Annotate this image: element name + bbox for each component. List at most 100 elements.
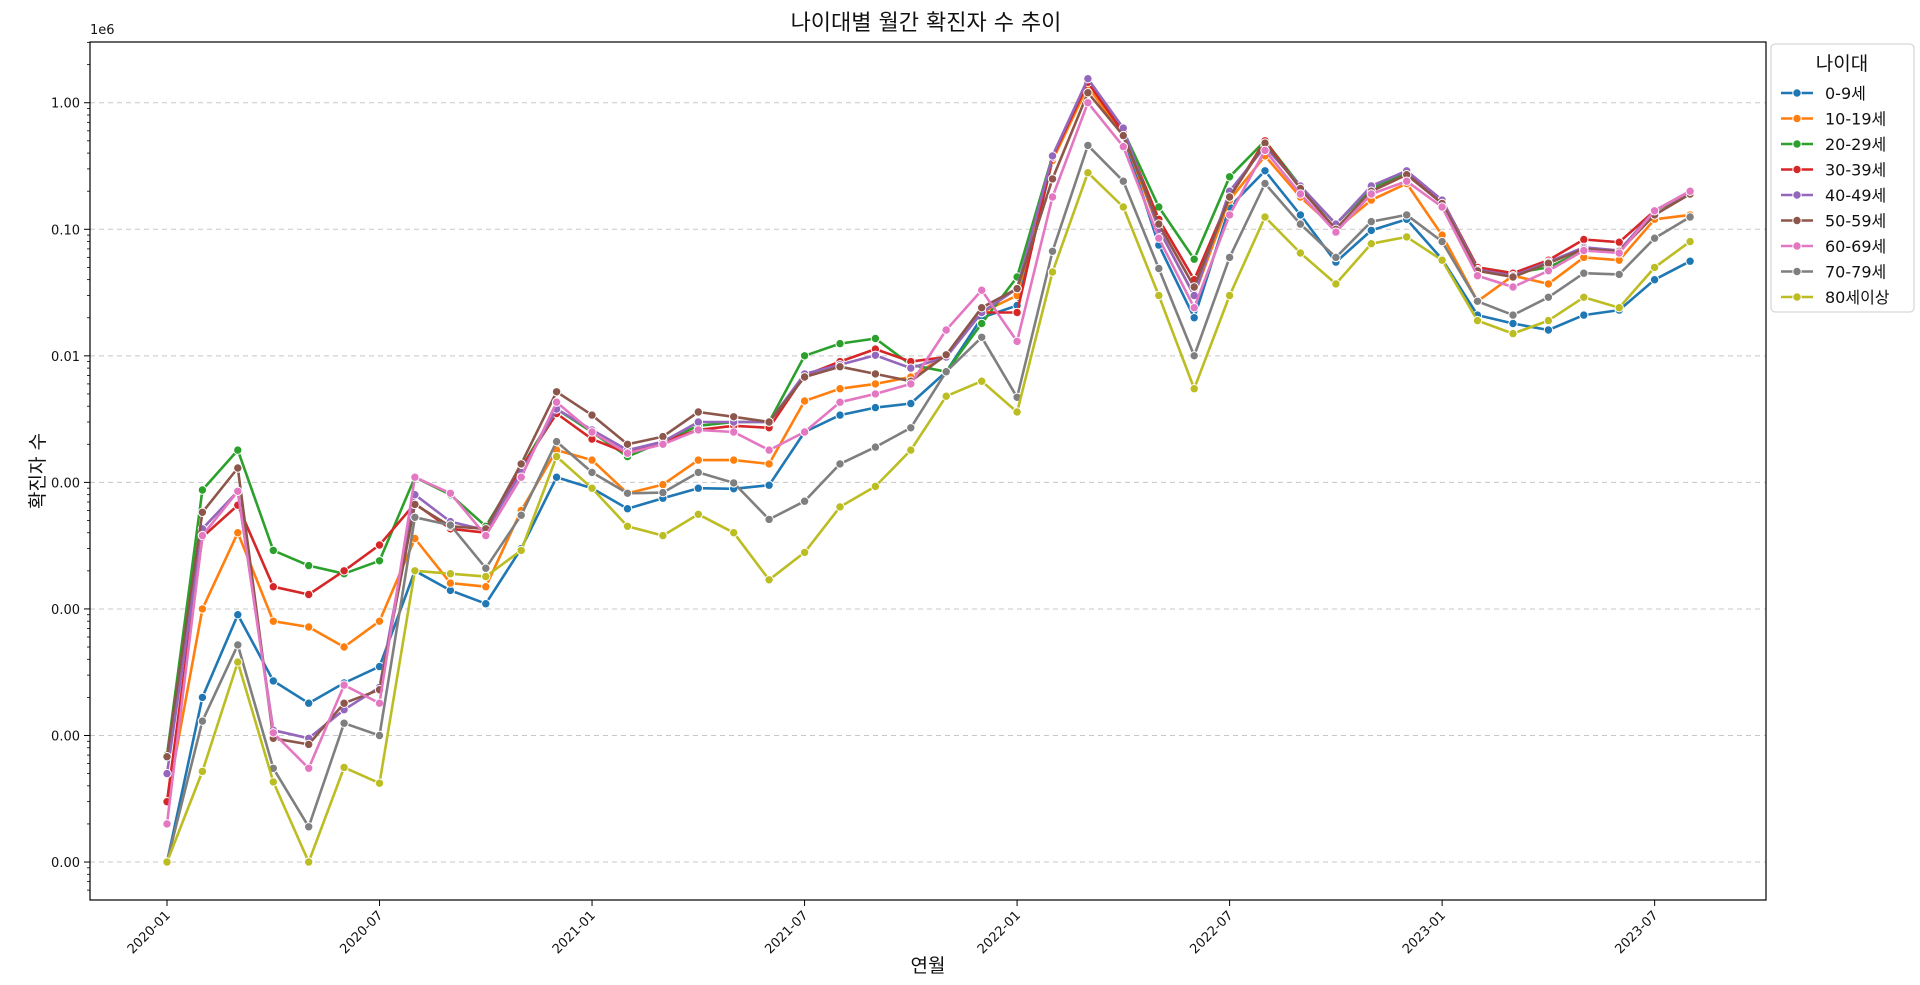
data-point xyxy=(481,571,491,582)
legend: 나이대 0-9세 10-19세 20-29세 30-39세 40-49세 50-59세 60… xyxy=(1770,43,1915,313)
data-point xyxy=(516,545,526,556)
data-point xyxy=(693,417,703,427)
legend-label: 10-19세 xyxy=(1825,110,1886,129)
data-point xyxy=(977,303,987,313)
data-point xyxy=(162,819,172,829)
data-point xyxy=(445,488,456,498)
data-point xyxy=(1189,303,1199,313)
data-point xyxy=(304,560,314,571)
data-point xyxy=(764,459,774,469)
data-point xyxy=(1649,275,1660,285)
data-point xyxy=(693,425,703,435)
data-point xyxy=(1685,236,1695,247)
series-line xyxy=(165,101,1691,825)
data-point xyxy=(339,762,349,773)
data-point xyxy=(268,676,278,686)
data-point xyxy=(445,569,456,579)
data-point xyxy=(162,752,172,762)
data-point xyxy=(1366,216,1377,227)
data-point xyxy=(941,350,951,360)
data-point xyxy=(1189,313,1199,323)
data-point xyxy=(835,410,845,420)
data-point xyxy=(1649,262,1660,273)
data-point xyxy=(1012,336,1022,347)
data-point xyxy=(339,566,349,576)
legend-label: 50-59세 xyxy=(1825,212,1886,231)
data-point xyxy=(1189,384,1199,394)
data-point xyxy=(1649,233,1660,243)
data-point xyxy=(304,763,314,773)
data-point xyxy=(870,402,881,413)
data-point xyxy=(1331,252,1341,263)
data-point xyxy=(977,318,987,329)
data-point xyxy=(268,582,278,592)
data-point xyxy=(729,478,739,488)
data-point xyxy=(764,514,774,525)
data-point xyxy=(1118,141,1129,152)
data-point xyxy=(516,510,526,520)
data-point xyxy=(799,351,810,361)
data-point xyxy=(1189,351,1199,361)
data-point xyxy=(1472,271,1483,281)
data-point xyxy=(233,463,243,473)
legend-marker xyxy=(1792,190,1802,200)
y-tick-label: 0.00 xyxy=(51,603,80,618)
data-point xyxy=(1047,174,1058,184)
data-point xyxy=(374,556,385,566)
data-point xyxy=(764,417,774,427)
data-point xyxy=(1685,256,1695,266)
data-point xyxy=(481,563,491,573)
data-point xyxy=(941,391,951,401)
y-tick-label: 0.00 xyxy=(51,729,80,744)
data-point xyxy=(835,397,845,407)
data-point xyxy=(1189,254,1199,264)
data-point xyxy=(835,362,845,372)
data-point xyxy=(1649,206,1660,216)
series-group xyxy=(162,74,1695,779)
data-point xyxy=(799,547,810,558)
data-point xyxy=(304,698,314,708)
data-point xyxy=(1083,168,1093,178)
data-point xyxy=(1543,266,1554,276)
data-point xyxy=(1543,325,1554,335)
data-point xyxy=(658,439,668,449)
gridlines xyxy=(90,102,1766,863)
data-point xyxy=(1295,189,1306,199)
data-point xyxy=(906,445,916,455)
data-point xyxy=(835,338,845,349)
data-point xyxy=(1224,210,1235,220)
legend-label: 40-49세 xyxy=(1825,186,1886,205)
data-point xyxy=(551,436,562,447)
data-point xyxy=(870,350,881,360)
data-point xyxy=(339,698,349,708)
series-line xyxy=(165,144,1691,863)
data-point xyxy=(551,397,562,407)
data-point xyxy=(1614,269,1624,280)
data-point xyxy=(1295,210,1306,220)
data-point xyxy=(587,467,597,478)
data-point xyxy=(374,540,385,550)
data-point xyxy=(1472,296,1483,306)
data-point xyxy=(304,822,314,832)
data-point xyxy=(1614,303,1624,313)
data-point xyxy=(1685,186,1695,196)
data-point xyxy=(658,479,668,490)
data-point xyxy=(233,486,243,496)
y-offset-label: 1e6 xyxy=(90,23,115,38)
series-line xyxy=(165,171,1691,864)
plot-frame xyxy=(89,41,1767,901)
data-point xyxy=(1614,237,1624,247)
y-tick-label: 1.00 xyxy=(51,97,80,112)
data-point xyxy=(693,483,703,493)
data-point xyxy=(410,472,420,482)
legend-marker xyxy=(1792,113,1802,124)
series-lines xyxy=(162,74,1695,867)
data-point xyxy=(304,622,314,632)
y-tick-label: 0.00 xyxy=(51,856,80,871)
data-point xyxy=(1083,140,1093,151)
data-point xyxy=(693,407,703,417)
data-point xyxy=(1437,255,1447,265)
data-point xyxy=(304,589,314,600)
data-point xyxy=(799,496,810,506)
